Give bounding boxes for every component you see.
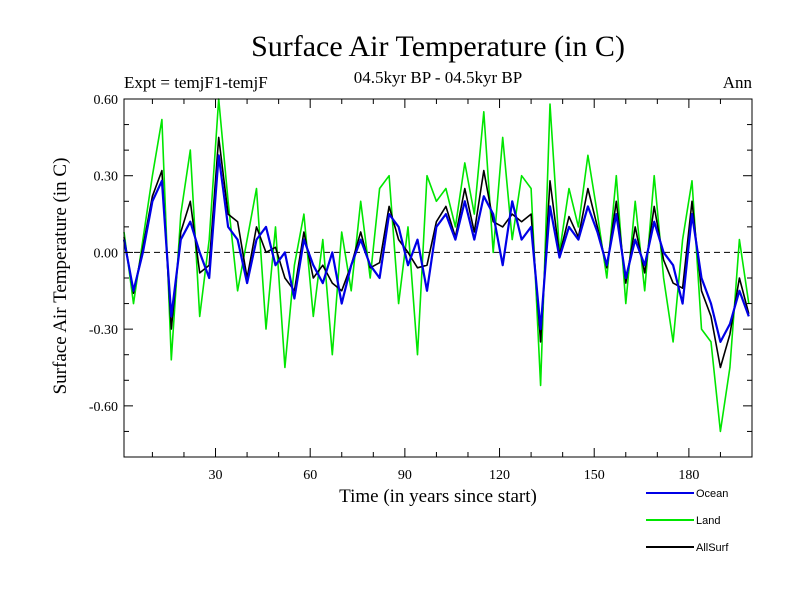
x-tick-label: 30 [209, 468, 223, 483]
x-tick-label: 120 [489, 468, 510, 483]
series-line-land [123, 98, 750, 433]
x-tick-label: 60 [303, 468, 317, 483]
chart-subtitle: 04.5kyr BP - 04.5kyr BP [354, 68, 522, 87]
series-line-allsurf [123, 136, 750, 369]
legend: Ocean Land AllSurf [646, 488, 729, 554]
experiment-label: Expt = temjF1-temjF [124, 73, 268, 92]
series-line-ocean [122, 154, 750, 343]
y-tick-label: 0.30 [94, 170, 119, 185]
season-label: Ann [723, 73, 753, 92]
x-tick-label: 90 [398, 468, 412, 483]
x-tick-label: 180 [678, 468, 699, 483]
legend-label-land: Land [696, 515, 720, 527]
chart-title: Surface Air Temperature (in C) [251, 30, 625, 63]
y-axis-label: Surface Air Temperature (in C) [50, 158, 71, 395]
y-tick-label: 0.60 [94, 93, 119, 108]
x-axis-label: Time (in years since start) [339, 486, 537, 507]
x-tick-label: 150 [584, 468, 605, 483]
legend-label-allsurf: AllSurf [696, 542, 729, 554]
y-tick-label: 0.00 [94, 246, 119, 261]
y-tick-label: -0.30 [89, 323, 118, 338]
legend-label-ocean: Ocean [696, 488, 728, 500]
y-tick-label: -0.60 [89, 400, 118, 415]
